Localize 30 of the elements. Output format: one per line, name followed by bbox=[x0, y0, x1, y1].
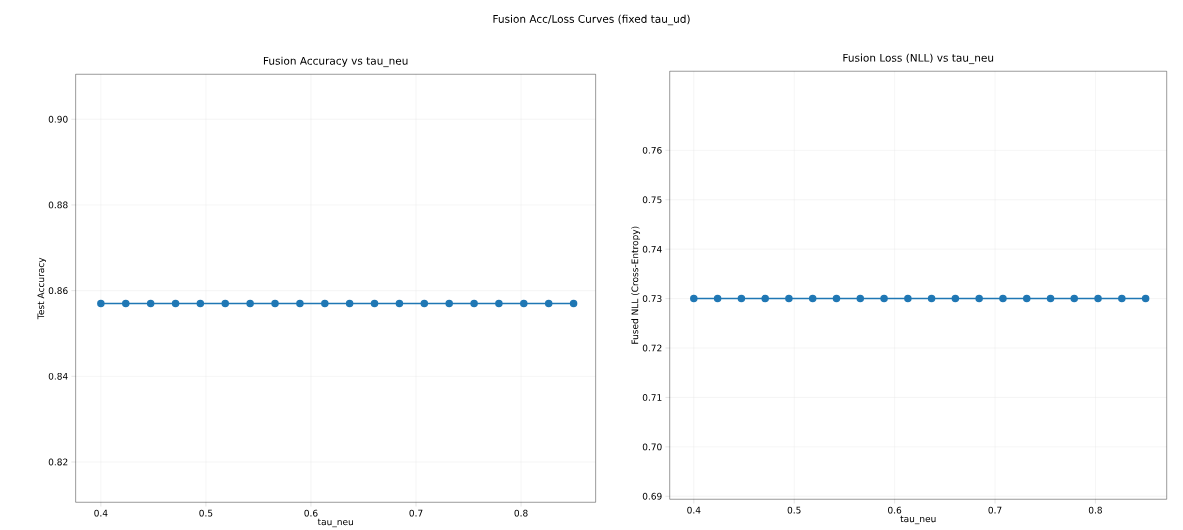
x-tick-label: 0.6 bbox=[304, 509, 318, 517]
x-tick-label: 0.4 bbox=[94, 509, 108, 517]
y-tick-label: 0.69 bbox=[642, 492, 662, 500]
y-tick-label: 0.90 bbox=[48, 115, 68, 123]
x-tick-label: 0.7 bbox=[409, 509, 423, 517]
y-tick-label: 0.86 bbox=[48, 287, 68, 294]
y-tick-label: 0.73 bbox=[642, 295, 662, 302]
y-tick-label: 0.72 bbox=[642, 344, 662, 352]
text: Fusion Acc/Loss Curves (fixed tau_ud) bbox=[493, 14, 690, 26]
y-axis-title: Test Accuracy bbox=[37, 257, 46, 320]
x-axis-title: tau_neu bbox=[317, 518, 353, 528]
chart-title: Fusion Loss (NLL) vs tau_neu bbox=[843, 53, 994, 64]
x-tick-label: 0.5 bbox=[787, 506, 801, 514]
y-tick-label: 0.70 bbox=[642, 443, 662, 451]
x-tick-label: 0.6 bbox=[888, 506, 902, 514]
x-tick-label: 0.7 bbox=[988, 506, 1002, 514]
y-tick-label: 0.74 bbox=[642, 245, 662, 253]
x-tick-label: 0.8 bbox=[1088, 506, 1102, 514]
y-axis-title: Fused NLL (Cross-Entropy) bbox=[631, 226, 641, 344]
x-axis-title: tau_neu bbox=[900, 515, 936, 525]
chart-title: Fusion Accuracy vs tau_neu bbox=[263, 56, 408, 68]
y-tick-label: 0.71 bbox=[642, 393, 662, 401]
x-tick-label: 0.5 bbox=[199, 509, 213, 517]
y-tick-label: 0.75 bbox=[642, 196, 662, 204]
y-tick-label: 0.88 bbox=[48, 201, 68, 209]
y-tick-label: 0.82 bbox=[48, 458, 68, 466]
y-tick-label: 0.84 bbox=[48, 372, 68, 380]
x-tick-label: 0.4 bbox=[687, 506, 701, 514]
y-tick-label: 0.76 bbox=[642, 146, 662, 154]
x-tick-label: 0.8 bbox=[514, 509, 528, 517]
